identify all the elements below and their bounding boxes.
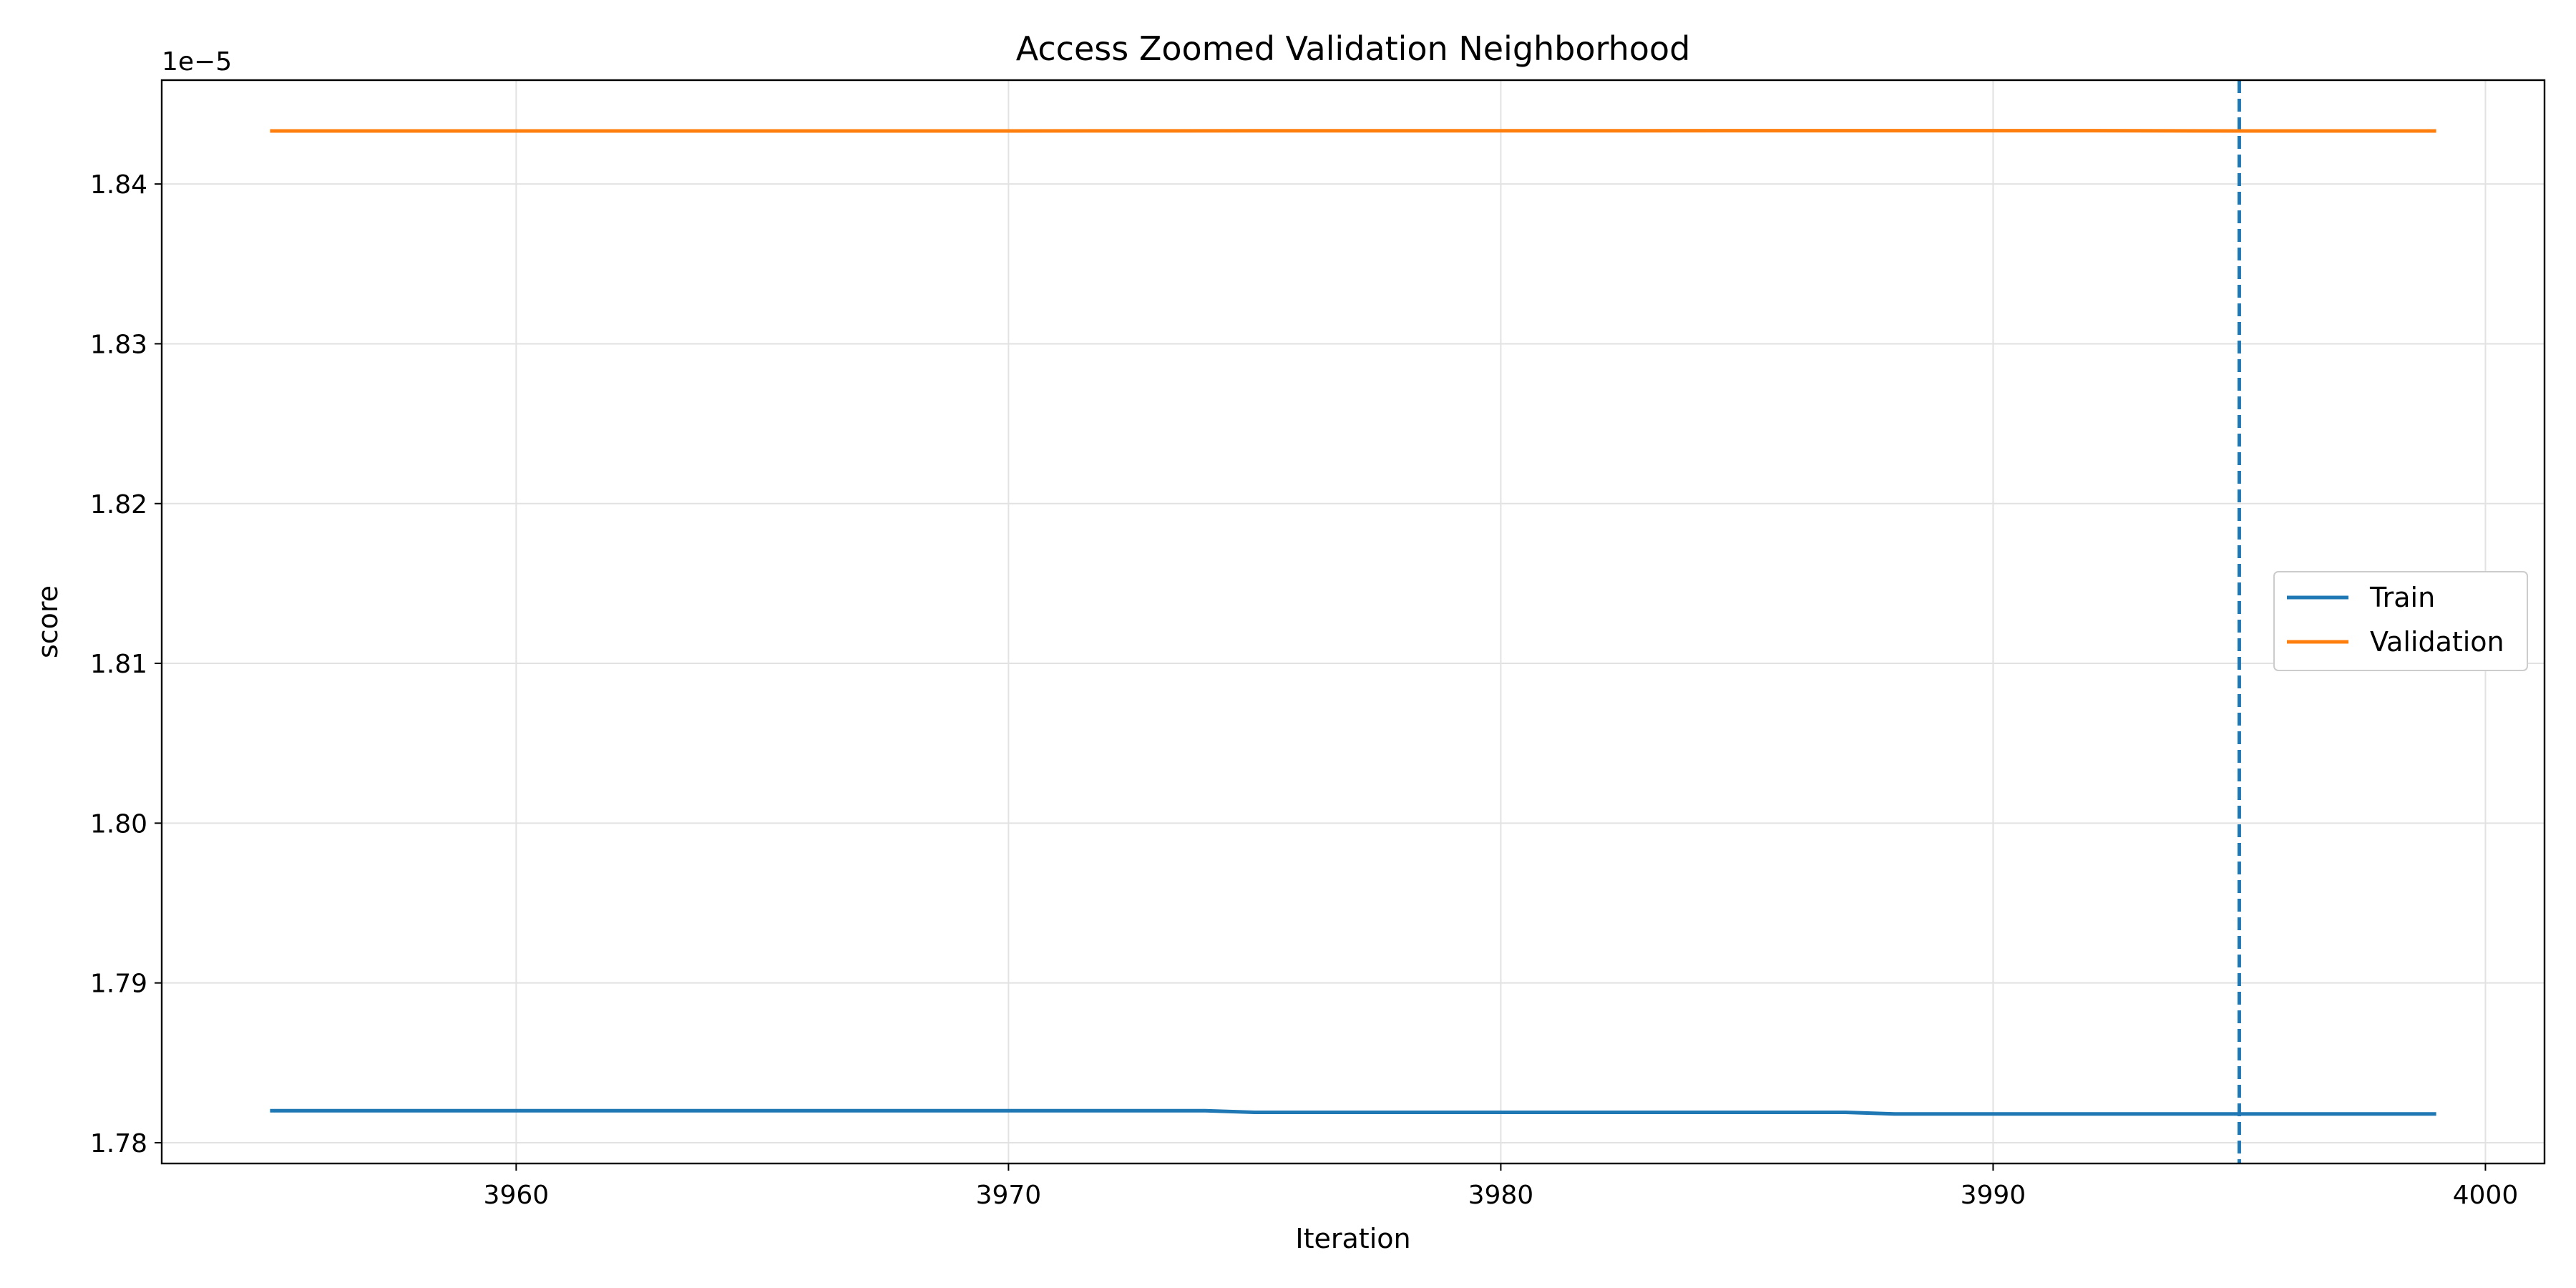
x-tick-label: 4000 bbox=[2453, 1181, 2519, 1210]
y-offset-label: 1e−5 bbox=[162, 47, 232, 77]
x-tick-label: 3970 bbox=[976, 1181, 1042, 1210]
grid bbox=[162, 80, 2545, 1163]
y-tick-label: 1.78 bbox=[90, 1129, 147, 1158]
plot-background bbox=[162, 80, 2545, 1163]
y-tick-label: 1.79 bbox=[90, 970, 147, 999]
y-tick-label: 1.83 bbox=[90, 330, 147, 359]
legend: Train Validation bbox=[2273, 571, 2528, 671]
y-tick-label: 1.84 bbox=[90, 170, 147, 200]
x-tick-label: 3960 bbox=[484, 1181, 550, 1210]
x-tick-label: 3990 bbox=[1961, 1181, 2026, 1210]
x-axis: 3960 3970 3980 3990 4000 bbox=[484, 1163, 2519, 1210]
y-tick-label: 1.81 bbox=[90, 650, 147, 679]
series-layer bbox=[270, 129, 2436, 1116]
x-axis-title: Iteration bbox=[1295, 1223, 1410, 1254]
chart-title: Access Zoomed Validation Neighborhood bbox=[1016, 29, 1691, 68]
y-axis: 1.78 1.79 1.80 1.81 1.82 1.83 1.84 bbox=[90, 170, 162, 1158]
plot-frame bbox=[160, 79, 2546, 1165]
y-tick-label: 1.80 bbox=[90, 809, 147, 839]
y-tick-label: 1.82 bbox=[90, 490, 147, 519]
legend-label-train: Train bbox=[2369, 582, 2435, 613]
x-tick-label: 3980 bbox=[1468, 1181, 1534, 1210]
legend-label-validation: Validation bbox=[2370, 626, 2504, 658]
y-axis-title: score bbox=[32, 585, 64, 658]
series-line-train bbox=[270, 1108, 2436, 1116]
